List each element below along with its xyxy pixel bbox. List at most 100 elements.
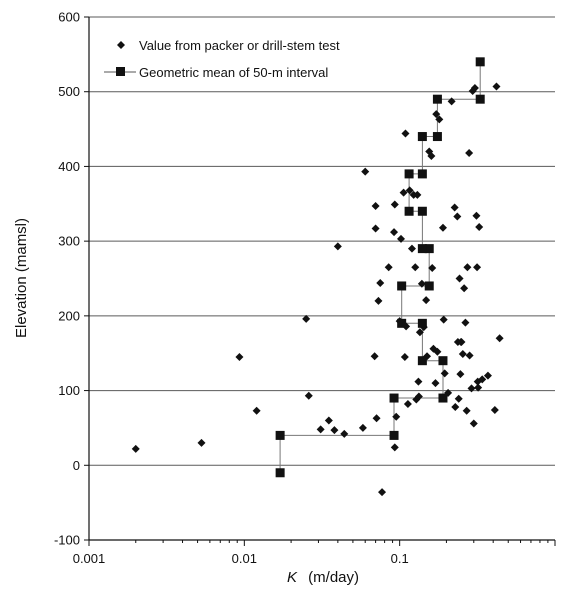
test-value-point xyxy=(440,369,449,378)
test-value-point xyxy=(390,200,399,209)
geometric-mean-point xyxy=(475,94,485,104)
geometric-mean-point xyxy=(417,132,427,142)
test-value-point xyxy=(451,403,460,412)
geometric-mean-point xyxy=(389,430,399,440)
geometric-mean-point xyxy=(404,206,414,216)
test-value-point xyxy=(414,377,423,386)
test-value-point xyxy=(340,429,349,438)
test-value-point xyxy=(460,284,469,293)
test-value-point xyxy=(438,223,447,232)
test-value-point xyxy=(330,426,339,435)
geometric-mean-point xyxy=(404,169,414,179)
legend-diamond-marker xyxy=(117,41,125,49)
x-axis-label: K (m/day) xyxy=(287,569,359,586)
test-value-point xyxy=(401,129,410,138)
test-value-point xyxy=(392,412,401,421)
geometric-mean-point xyxy=(432,132,442,142)
x-axis-label-unit: (m/day) xyxy=(308,569,359,586)
test-value-point xyxy=(390,443,399,452)
test-value-point xyxy=(439,315,448,324)
test-value-point xyxy=(197,438,206,447)
test-value-point xyxy=(450,203,459,212)
x-tick-label: 0.001 xyxy=(73,551,106,566)
y-tick-label: 600 xyxy=(58,10,80,25)
geometric-mean-line xyxy=(279,61,481,473)
y-tick-label: 0 xyxy=(73,458,80,473)
geometric-mean-point xyxy=(397,318,407,328)
test-value-point xyxy=(447,97,456,106)
geometric-mean-point xyxy=(424,281,434,291)
test-value-point xyxy=(304,391,313,400)
test-value-point xyxy=(333,242,342,251)
test-value-point xyxy=(428,264,437,273)
test-value-point xyxy=(384,263,393,272)
y-tick-label: 300 xyxy=(58,234,80,249)
gridlines xyxy=(89,16,555,541)
test-value-point xyxy=(427,151,436,160)
test-value-point xyxy=(372,414,381,423)
test-value-point xyxy=(475,222,484,231)
y-tick-label: 400 xyxy=(58,159,80,174)
test-value-point xyxy=(473,263,482,272)
y-tick-label: -100 xyxy=(54,533,80,548)
test-value-point xyxy=(465,351,474,360)
legend: Value from packer or drill-stem test Geo… xyxy=(104,38,340,80)
geometric-mean-point xyxy=(417,169,427,179)
test-value-point xyxy=(399,188,408,197)
test-value-point xyxy=(400,352,409,361)
test-value-point xyxy=(463,263,472,272)
test-value-point xyxy=(390,228,399,237)
test-value-point xyxy=(472,211,481,220)
test-value-point xyxy=(490,405,499,414)
test-value-point xyxy=(376,278,385,287)
test-value-point xyxy=(371,224,380,233)
geometric-mean-point xyxy=(417,356,427,366)
geometric-mean-point xyxy=(417,244,427,254)
test-value-point xyxy=(462,406,471,415)
test-value-point xyxy=(358,423,367,432)
test-value-point xyxy=(324,416,333,425)
geometric-mean-point xyxy=(275,430,285,440)
test-value-point xyxy=(455,274,464,283)
test-value-point xyxy=(411,263,420,272)
test-value-point xyxy=(457,338,466,347)
test-value-point xyxy=(397,234,406,243)
x-axis-label-symbol: K xyxy=(287,569,298,586)
test-value-point xyxy=(454,394,463,403)
test-value-point xyxy=(492,82,501,91)
test-value-point xyxy=(407,244,416,253)
test-value-point xyxy=(465,148,474,157)
test-value-point xyxy=(461,318,470,327)
test-value-point xyxy=(403,400,412,409)
geometric-mean-point xyxy=(397,281,407,291)
test-value-point xyxy=(302,314,311,323)
test-value-point xyxy=(483,371,492,380)
y-tick-label: 100 xyxy=(58,383,80,398)
test-value-point xyxy=(374,296,383,305)
y-tick-label: 500 xyxy=(58,84,80,99)
test-value-point xyxy=(252,406,261,415)
geometric-mean-point xyxy=(438,356,448,366)
geometric-mean-point xyxy=(432,94,442,104)
geometric-mean-point xyxy=(417,318,427,328)
test-value-point xyxy=(478,375,487,384)
test-value-point xyxy=(431,379,440,388)
test-value-point xyxy=(435,115,444,124)
legend-label-test-values: Value from packer or drill-stem test xyxy=(139,38,340,53)
test-value-point xyxy=(413,190,422,199)
test-value-point xyxy=(470,83,479,92)
geometric-mean-step-line xyxy=(279,61,481,473)
test-value-point xyxy=(414,392,423,401)
geometric-mean-point xyxy=(424,244,434,254)
legend-square-marker xyxy=(116,67,125,76)
test-value-point xyxy=(453,212,462,221)
test-value-point xyxy=(417,279,426,288)
y-axis-label: Elevation (mamsl) xyxy=(13,218,30,338)
x-tick-label: 0.01 xyxy=(232,551,257,566)
test-value-point xyxy=(378,488,387,497)
x-tick-label: 0.1 xyxy=(391,551,409,566)
test-value-point xyxy=(405,186,414,195)
geometric-mean-point xyxy=(438,393,448,403)
test-value-point xyxy=(433,347,442,356)
